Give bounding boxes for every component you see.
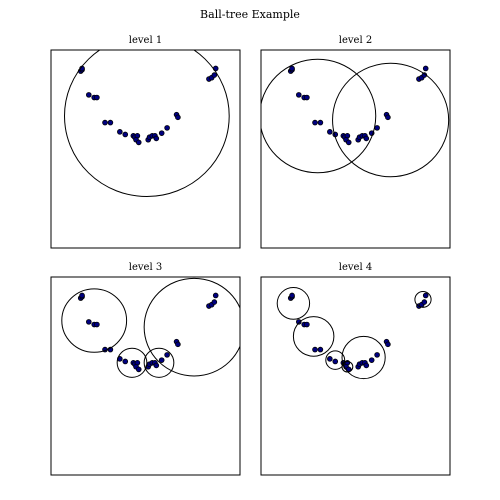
panels-group: level 1 level 2 level 3 level 4 [50,35,451,476]
panel-title: level 1 [129,35,162,46]
data-point [122,131,129,138]
data-point [86,92,92,98]
panel-4: level 4 [260,262,451,476]
data-point [295,319,302,325]
ball-circle [341,335,386,380]
data-point [175,341,181,348]
panel-title: level 3 [129,262,162,273]
data-point [175,114,181,121]
ball-circle [292,316,335,357]
ball-circle [332,62,450,178]
ball-circle [116,347,148,378]
plot-area [64,50,230,197]
data-point [94,321,100,328]
data-point [327,356,333,362]
data-point [304,321,310,328]
data-point [135,366,142,373]
data-point [94,94,100,101]
data-point [289,65,295,72]
data-point [102,119,108,126]
plot-area [261,58,450,178]
data-point [332,358,339,365]
data-point [212,292,219,299]
data-point [295,92,302,98]
plot-area [276,287,432,380]
data-point [86,319,92,325]
axes-frame [260,276,451,476]
figure-title: Ball-tree Example [200,8,300,21]
ball-circle [341,360,354,373]
data-point [312,346,318,353]
data-point [363,362,370,369]
panel-title: level 4 [339,262,372,273]
data-point [117,129,123,135]
panel-2: level 2 [260,35,451,249]
data-point [317,119,324,126]
data-point [421,299,428,305]
data-point [345,139,352,146]
data-point [374,125,380,131]
data-point [158,130,165,136]
data-point [79,292,85,299]
data-point [327,129,333,135]
ball-circle [414,291,432,308]
data-point [135,139,142,146]
panel-title: level 2 [339,35,372,46]
data-point [374,352,380,358]
panel-3: level 3 [50,262,241,476]
ball-circle [143,347,175,378]
axes-frame [260,49,451,249]
ball-circle [325,350,346,370]
data-point [211,72,218,78]
panel-1: level 1 [50,35,241,249]
data-point [164,352,170,358]
ball-circle [64,50,230,197]
ball-circle [261,58,377,174]
data-point [211,299,218,305]
ball-circle [276,287,311,320]
data-point [158,357,165,363]
data-point [385,341,391,348]
plot-area [61,277,240,378]
data-point [107,119,114,126]
data-point [304,94,310,101]
data-point [422,65,429,72]
data-point [122,358,129,365]
data-point [153,135,160,142]
axes-frame [50,49,241,249]
data-point [385,114,391,121]
data-point [164,125,170,131]
data-point [363,135,370,142]
data-point [422,292,429,299]
data-point [368,357,375,363]
data-point [153,362,160,369]
data-point [289,292,295,299]
data-point [312,119,318,126]
axes-frame [50,276,241,476]
ball-circle [143,277,240,377]
ball-circle [61,288,128,353]
data-point [317,346,324,353]
